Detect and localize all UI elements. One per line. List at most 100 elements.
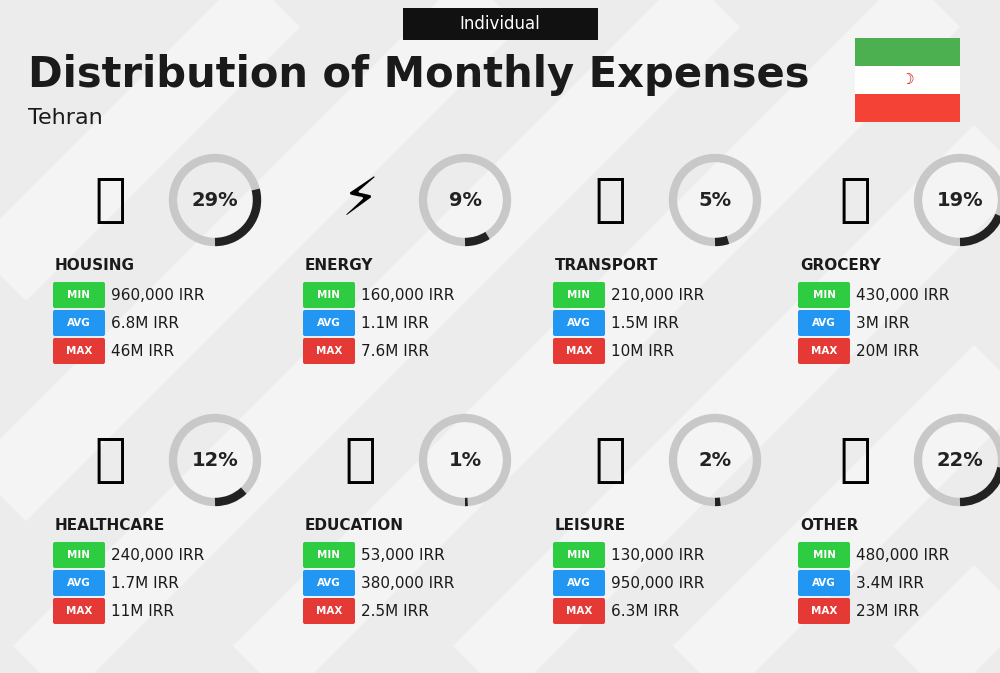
Text: 2%: 2% bbox=[698, 450, 732, 470]
Text: 1.7M IRR: 1.7M IRR bbox=[111, 575, 179, 590]
Text: 3M IRR: 3M IRR bbox=[856, 316, 910, 330]
FancyBboxPatch shape bbox=[303, 542, 355, 568]
Text: Distribution of Monthly Expenses: Distribution of Monthly Expenses bbox=[28, 54, 810, 96]
Text: MAX: MAX bbox=[316, 346, 342, 356]
FancyBboxPatch shape bbox=[53, 542, 105, 568]
Text: 12%: 12% bbox=[192, 450, 238, 470]
Text: MAX: MAX bbox=[811, 346, 837, 356]
FancyBboxPatch shape bbox=[303, 310, 355, 336]
Text: HOUSING: HOUSING bbox=[55, 258, 135, 273]
FancyBboxPatch shape bbox=[798, 310, 850, 336]
Text: 🎓: 🎓 bbox=[344, 434, 376, 486]
FancyBboxPatch shape bbox=[553, 282, 605, 308]
Text: 53,000 IRR: 53,000 IRR bbox=[361, 548, 445, 563]
Text: 960,000 IRR: 960,000 IRR bbox=[111, 287, 205, 302]
Text: 🚌: 🚌 bbox=[594, 174, 626, 226]
Text: 480,000 IRR: 480,000 IRR bbox=[856, 548, 949, 563]
Text: 💰: 💰 bbox=[839, 434, 871, 486]
Text: 9%: 9% bbox=[448, 190, 482, 209]
Text: AVG: AVG bbox=[567, 578, 591, 588]
Text: 3.4M IRR: 3.4M IRR bbox=[856, 575, 924, 590]
Bar bbox=[855, 94, 960, 122]
FancyBboxPatch shape bbox=[553, 542, 605, 568]
FancyBboxPatch shape bbox=[798, 282, 850, 308]
Text: MIN: MIN bbox=[812, 550, 836, 560]
Bar bbox=[855, 66, 960, 94]
Text: 2.5M IRR: 2.5M IRR bbox=[361, 604, 429, 618]
Text: 380,000 IRR: 380,000 IRR bbox=[361, 575, 454, 590]
Text: Individual: Individual bbox=[460, 15, 540, 33]
Text: 160,000 IRR: 160,000 IRR bbox=[361, 287, 454, 302]
Text: 🛒: 🛒 bbox=[839, 174, 871, 226]
Text: HEALTHCARE: HEALTHCARE bbox=[55, 518, 165, 532]
FancyBboxPatch shape bbox=[53, 338, 105, 364]
FancyBboxPatch shape bbox=[53, 310, 105, 336]
Text: MAX: MAX bbox=[66, 346, 92, 356]
Text: MAX: MAX bbox=[566, 606, 592, 616]
Text: MAX: MAX bbox=[316, 606, 342, 616]
FancyBboxPatch shape bbox=[553, 310, 605, 336]
Text: 210,000 IRR: 210,000 IRR bbox=[611, 287, 704, 302]
Text: MAX: MAX bbox=[566, 346, 592, 356]
Text: 1.5M IRR: 1.5M IRR bbox=[611, 316, 679, 330]
Text: 23M IRR: 23M IRR bbox=[856, 604, 919, 618]
FancyBboxPatch shape bbox=[303, 338, 355, 364]
Text: AVG: AVG bbox=[812, 578, 836, 588]
Text: 19%: 19% bbox=[937, 190, 983, 209]
Text: MIN: MIN bbox=[568, 550, 590, 560]
FancyBboxPatch shape bbox=[303, 282, 355, 308]
Text: MIN: MIN bbox=[318, 290, 340, 300]
Text: 20M IRR: 20M IRR bbox=[856, 343, 919, 359]
Text: MAX: MAX bbox=[66, 606, 92, 616]
Text: 1.1M IRR: 1.1M IRR bbox=[361, 316, 429, 330]
FancyBboxPatch shape bbox=[303, 598, 355, 624]
FancyBboxPatch shape bbox=[53, 282, 105, 308]
Text: 29%: 29% bbox=[192, 190, 238, 209]
Text: 1%: 1% bbox=[448, 450, 482, 470]
Text: AVG: AVG bbox=[67, 318, 91, 328]
Text: 430,000 IRR: 430,000 IRR bbox=[856, 287, 949, 302]
Text: AVG: AVG bbox=[317, 318, 341, 328]
Text: MIN: MIN bbox=[68, 550, 90, 560]
FancyBboxPatch shape bbox=[798, 570, 850, 596]
FancyBboxPatch shape bbox=[53, 598, 105, 624]
Text: 5%: 5% bbox=[698, 190, 732, 209]
FancyBboxPatch shape bbox=[798, 598, 850, 624]
FancyBboxPatch shape bbox=[553, 570, 605, 596]
Text: ENERGY: ENERGY bbox=[305, 258, 374, 273]
Text: 🛍: 🛍 bbox=[594, 434, 626, 486]
Text: 6.3M IRR: 6.3M IRR bbox=[611, 604, 679, 618]
Text: MIN: MIN bbox=[568, 290, 590, 300]
Text: 46M IRR: 46M IRR bbox=[111, 343, 174, 359]
FancyBboxPatch shape bbox=[798, 338, 850, 364]
FancyBboxPatch shape bbox=[553, 338, 605, 364]
Text: 130,000 IRR: 130,000 IRR bbox=[611, 548, 704, 563]
FancyBboxPatch shape bbox=[553, 598, 605, 624]
Text: 10M IRR: 10M IRR bbox=[611, 343, 674, 359]
Text: GROCERY: GROCERY bbox=[800, 258, 881, 273]
Text: 11M IRR: 11M IRR bbox=[111, 604, 174, 618]
Text: TRANSPORT: TRANSPORT bbox=[555, 258, 658, 273]
Text: 240,000 IRR: 240,000 IRR bbox=[111, 548, 204, 563]
Text: 950,000 IRR: 950,000 IRR bbox=[611, 575, 704, 590]
FancyBboxPatch shape bbox=[303, 570, 355, 596]
Text: 7.6M IRR: 7.6M IRR bbox=[361, 343, 429, 359]
Bar bbox=[855, 38, 960, 66]
Text: EDUCATION: EDUCATION bbox=[305, 518, 404, 532]
Text: OTHER: OTHER bbox=[800, 518, 858, 532]
FancyBboxPatch shape bbox=[402, 8, 598, 40]
Text: ⚡: ⚡ bbox=[342, 174, 378, 226]
FancyBboxPatch shape bbox=[53, 570, 105, 596]
Text: ☽: ☽ bbox=[901, 73, 914, 87]
Text: AVG: AVG bbox=[67, 578, 91, 588]
Text: MAX: MAX bbox=[811, 606, 837, 616]
Text: AVG: AVG bbox=[567, 318, 591, 328]
Text: 6.8M IRR: 6.8M IRR bbox=[111, 316, 179, 330]
Text: MIN: MIN bbox=[812, 290, 836, 300]
Text: Tehran: Tehran bbox=[28, 108, 103, 128]
FancyBboxPatch shape bbox=[798, 542, 850, 568]
Text: MIN: MIN bbox=[68, 290, 90, 300]
Text: 🏥: 🏥 bbox=[94, 434, 126, 486]
Text: AVG: AVG bbox=[812, 318, 836, 328]
Text: AVG: AVG bbox=[317, 578, 341, 588]
